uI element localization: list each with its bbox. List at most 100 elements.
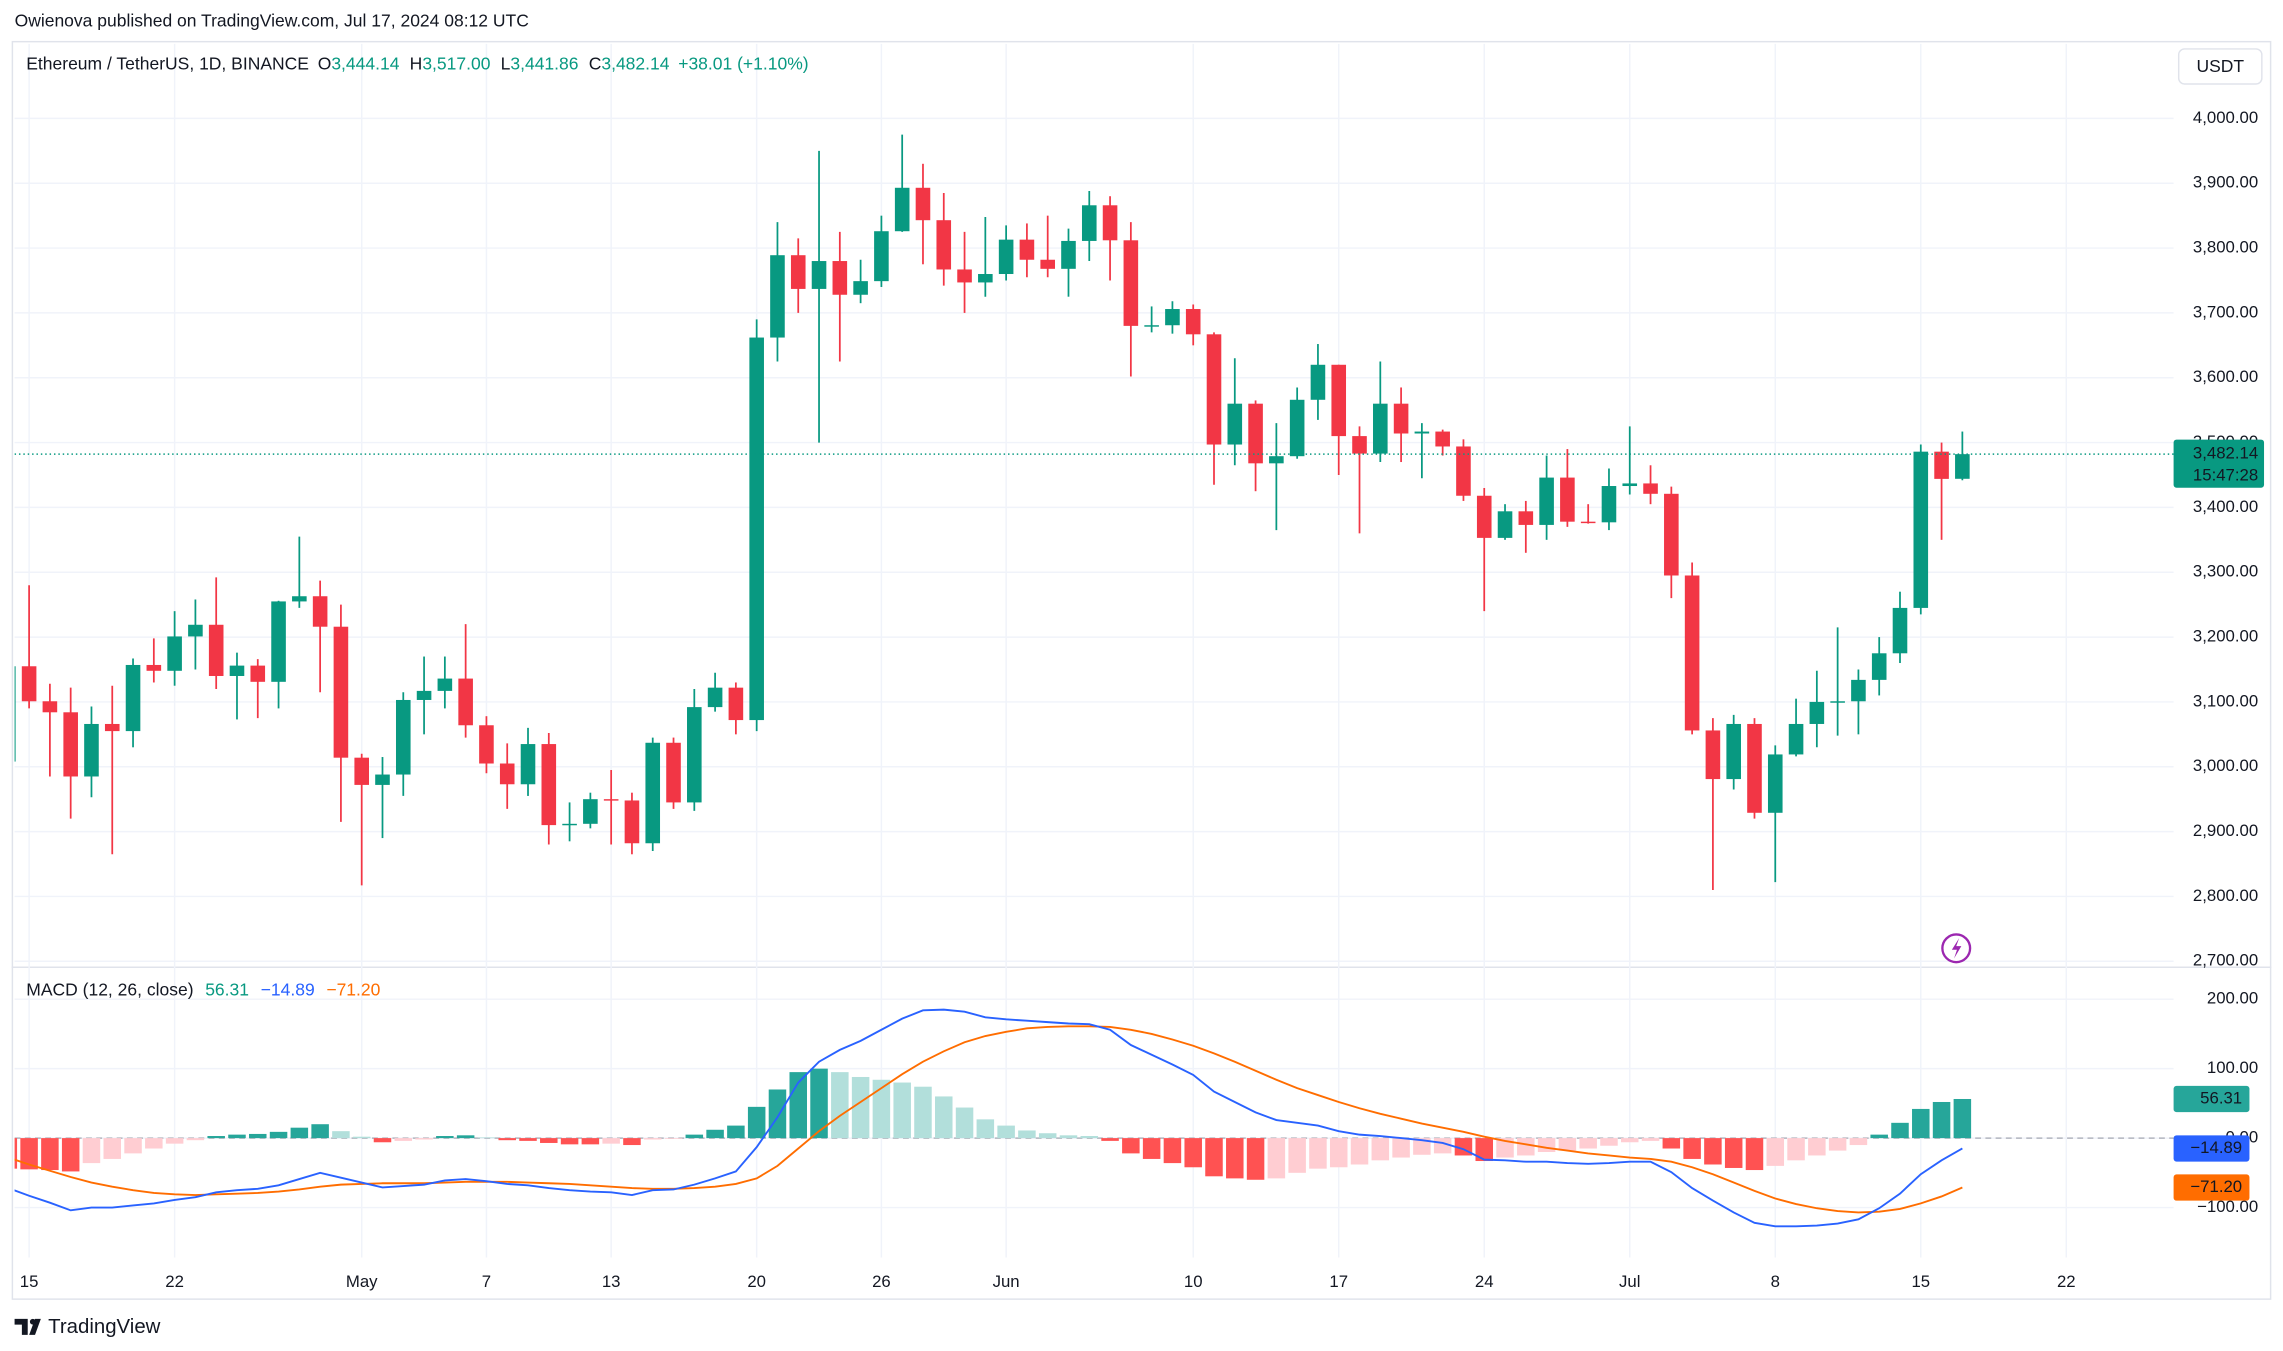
candle-body — [21, 666, 37, 702]
histogram-bar — [1018, 1130, 1036, 1139]
candle-body — [1684, 575, 1700, 731]
candle-body — [728, 687, 744, 721]
legend-key: H — [410, 53, 423, 73]
histogram-bar — [1579, 1138, 1597, 1149]
last-price-box — [2173, 439, 2265, 488]
y-tick-label: 3,900.00 — [2193, 173, 2258, 192]
legend-value: 3,444.14 — [331, 53, 399, 73]
x-tick-label: 24 — [1475, 1272, 1494, 1291]
candle-body — [1580, 521, 1596, 524]
macd-value-box — [2173, 1135, 2250, 1162]
histogram-value-label: 56.31 — [2200, 1088, 2242, 1107]
histogram-bar — [1226, 1138, 1244, 1179]
candle-body — [84, 723, 99, 777]
candle-body — [1871, 653, 1887, 680]
candle-body — [1144, 325, 1159, 327]
candle-body — [250, 665, 266, 682]
legend-key: C — [589, 53, 602, 73]
candle-body — [1851, 679, 1866, 702]
histogram-bar — [228, 1134, 246, 1139]
histogram-bar — [1475, 1138, 1493, 1162]
histogram-bar — [851, 1076, 870, 1139]
countdown-label: 15:47:28 — [2193, 465, 2258, 484]
histogram-bar — [14, 1138, 18, 1169]
frame — [11, 40, 2272, 1300]
y-tick-label: 2,900.00 — [2193, 821, 2258, 840]
y-tick-label: 3,200.00 — [2193, 627, 2258, 646]
candle-body — [1726, 723, 1741, 780]
candle-body — [1040, 259, 1055, 269]
histogram-bar — [415, 1138, 433, 1140]
candle-body — [63, 712, 78, 777]
candle-body — [312, 596, 328, 627]
candle-body — [416, 690, 432, 700]
candle-body — [1123, 240, 1139, 326]
candle-body — [811, 261, 827, 289]
legend-value: −14.89 — [261, 979, 315, 999]
candle-body — [146, 664, 162, 671]
candle-body — [1393, 403, 1409, 434]
currency-button[interactable]: USDT — [2177, 48, 2263, 85]
signal-value-box — [2173, 1174, 2250, 1201]
candle-body — [541, 744, 557, 826]
candle-body — [1934, 451, 1949, 479]
histogram-bar — [1787, 1138, 1805, 1161]
histogram-bar — [540, 1138, 558, 1143]
candle-body — [292, 596, 307, 602]
x-tick-label: 10 — [1184, 1272, 1203, 1291]
macd-legend: MACD (12, 26, close) 56.31 −14.89 −71.20 — [26, 979, 380, 999]
candle-body — [42, 701, 58, 713]
histogram-bar — [20, 1138, 38, 1170]
candle-body — [1310, 364, 1326, 400]
candle-body — [1456, 446, 1471, 496]
histogram-bar — [727, 1125, 745, 1139]
histogram-bar — [1309, 1138, 1327, 1169]
alert-icon[interactable] — [1941, 933, 1972, 964]
histogram-bar — [685, 1134, 704, 1139]
legend-key: L — [501, 53, 511, 73]
histogram-bar — [1371, 1138, 1390, 1161]
x-tick-label: Jul — [1619, 1272, 1640, 1291]
histogram-bar — [1932, 1101, 1951, 1139]
candle-body — [583, 799, 598, 824]
legend-value: 3,441.86 — [510, 53, 578, 73]
histogram-bar — [332, 1131, 350, 1139]
candle-body — [1165, 309, 1180, 326]
histogram-bar — [1038, 1133, 1057, 1139]
candle-body — [624, 800, 640, 844]
histogram-bar — [1496, 1138, 1514, 1158]
histogram-bar — [498, 1138, 516, 1141]
histogram-bar — [976, 1119, 995, 1139]
y-tick-label: 200.00 — [2207, 989, 2258, 1008]
histogram-value-box — [2173, 1085, 2250, 1113]
y-tick-label: 4,000.00 — [2193, 108, 2258, 127]
legend-value: 56.31 — [205, 979, 249, 999]
candle-body — [1061, 240, 1076, 269]
histogram-bar — [165, 1138, 184, 1144]
currency-box[interactable] — [2177, 48, 2263, 85]
histogram-bar — [1745, 1138, 1764, 1171]
candle-body — [1664, 493, 1679, 576]
candle-body — [479, 725, 494, 764]
histogram-bar — [1953, 1098, 1972, 1139]
candle-body — [957, 269, 972, 283]
histogram-bar — [1724, 1138, 1743, 1168]
histogram-bar — [706, 1129, 724, 1139]
candle-body — [915, 187, 931, 221]
histogram-bar — [1849, 1138, 1868, 1146]
axes: 2,700.00 2,800.00 2,900.00 3,000.00 3,100.00… — [20, 108, 2265, 1291]
histogram-bar — [955, 1107, 974, 1139]
candle-body — [1913, 451, 1929, 608]
last-price-label: 3,482.14 — [2193, 444, 2258, 463]
macd-line — [14, 1008, 1963, 1228]
candle-body — [1269, 456, 1284, 464]
histogram-bar — [872, 1079, 891, 1139]
candle-body — [1227, 403, 1243, 445]
histogram-bar — [1080, 1136, 1099, 1139]
currency-label[interactable]: USDT — [2196, 56, 2244, 76]
histogram-bar — [664, 1138, 683, 1139]
candle-body — [978, 274, 993, 283]
macd-pane — [14, 1008, 2174, 1228]
x-tick-label: Jun — [993, 1272, 1020, 1291]
